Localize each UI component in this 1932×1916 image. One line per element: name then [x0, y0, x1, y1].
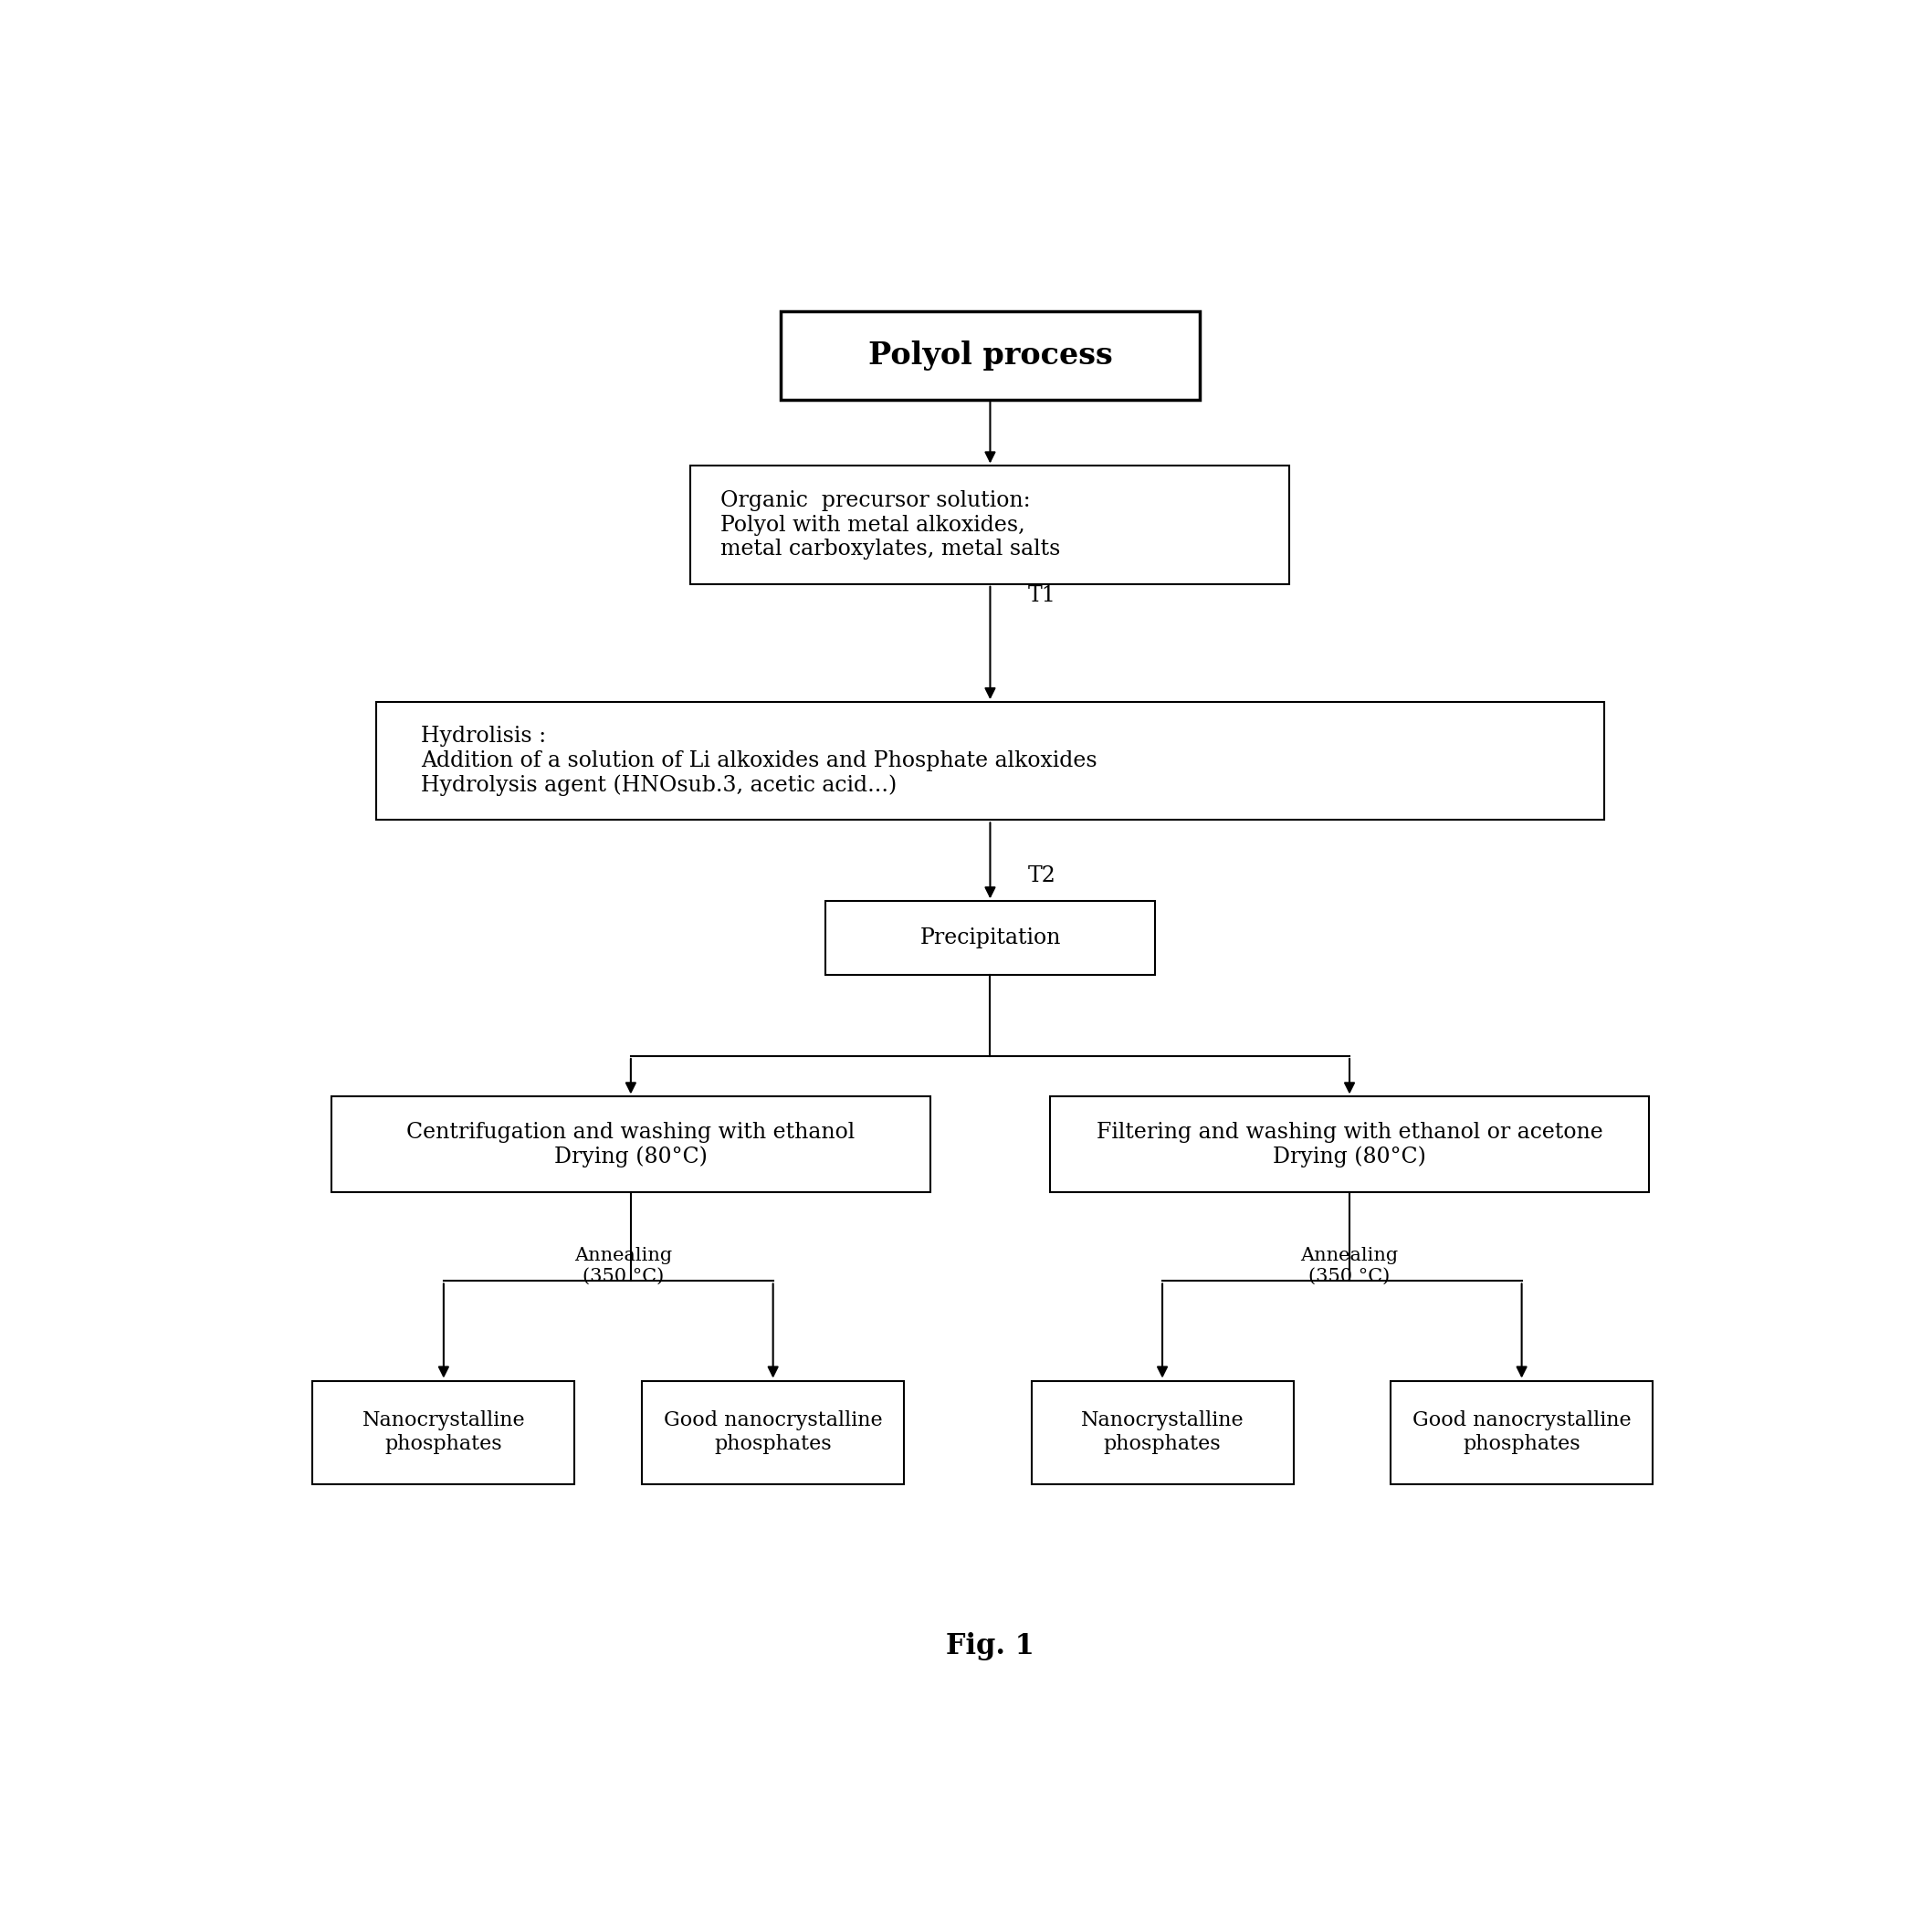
FancyBboxPatch shape — [641, 1381, 904, 1485]
Text: T2: T2 — [1028, 866, 1055, 887]
FancyBboxPatch shape — [332, 1096, 931, 1192]
Text: T1: T1 — [1028, 584, 1055, 605]
Text: Precipitation: Precipitation — [920, 927, 1061, 948]
Text: Filtering and washing with ethanol or acetone
Drying (80°C): Filtering and washing with ethanol or ac… — [1095, 1121, 1604, 1167]
FancyBboxPatch shape — [1391, 1381, 1652, 1485]
FancyBboxPatch shape — [377, 701, 1604, 820]
FancyBboxPatch shape — [781, 310, 1200, 400]
Text: Centrifugation and washing with ethanol
Drying (80°C): Centrifugation and washing with ethanol … — [406, 1121, 856, 1167]
Text: Polyol process: Polyol process — [867, 341, 1113, 370]
FancyBboxPatch shape — [825, 901, 1155, 975]
Text: Hydrolisis :
Addition of a solution of Li alkoxides and Phosphate alkoxides
Hydr: Hydrolisis : Addition of a solution of L… — [421, 726, 1097, 797]
FancyBboxPatch shape — [1051, 1096, 1650, 1192]
Text: Annealing
(350 °C): Annealing (350 °C) — [1300, 1247, 1399, 1286]
FancyBboxPatch shape — [1032, 1381, 1293, 1485]
Text: Organic  precursor solution:
Polyol with metal alkoxides,
metal carboxylates, me: Organic precursor solution: Polyol with … — [721, 490, 1061, 559]
Text: Annealing
(350 °C): Annealing (350 °C) — [574, 1247, 672, 1286]
Text: Nanocrystalline
phosphates: Nanocrystalline phosphates — [361, 1410, 526, 1454]
Text: Nanocrystalline
phosphates: Nanocrystalline phosphates — [1080, 1410, 1244, 1454]
FancyBboxPatch shape — [313, 1381, 574, 1485]
Text: Good nanocrystalline
phosphates: Good nanocrystalline phosphates — [665, 1410, 883, 1454]
FancyBboxPatch shape — [692, 466, 1291, 584]
Text: Good nanocrystalline
phosphates: Good nanocrystalline phosphates — [1412, 1410, 1631, 1454]
Text: Fig. 1: Fig. 1 — [947, 1632, 1034, 1661]
